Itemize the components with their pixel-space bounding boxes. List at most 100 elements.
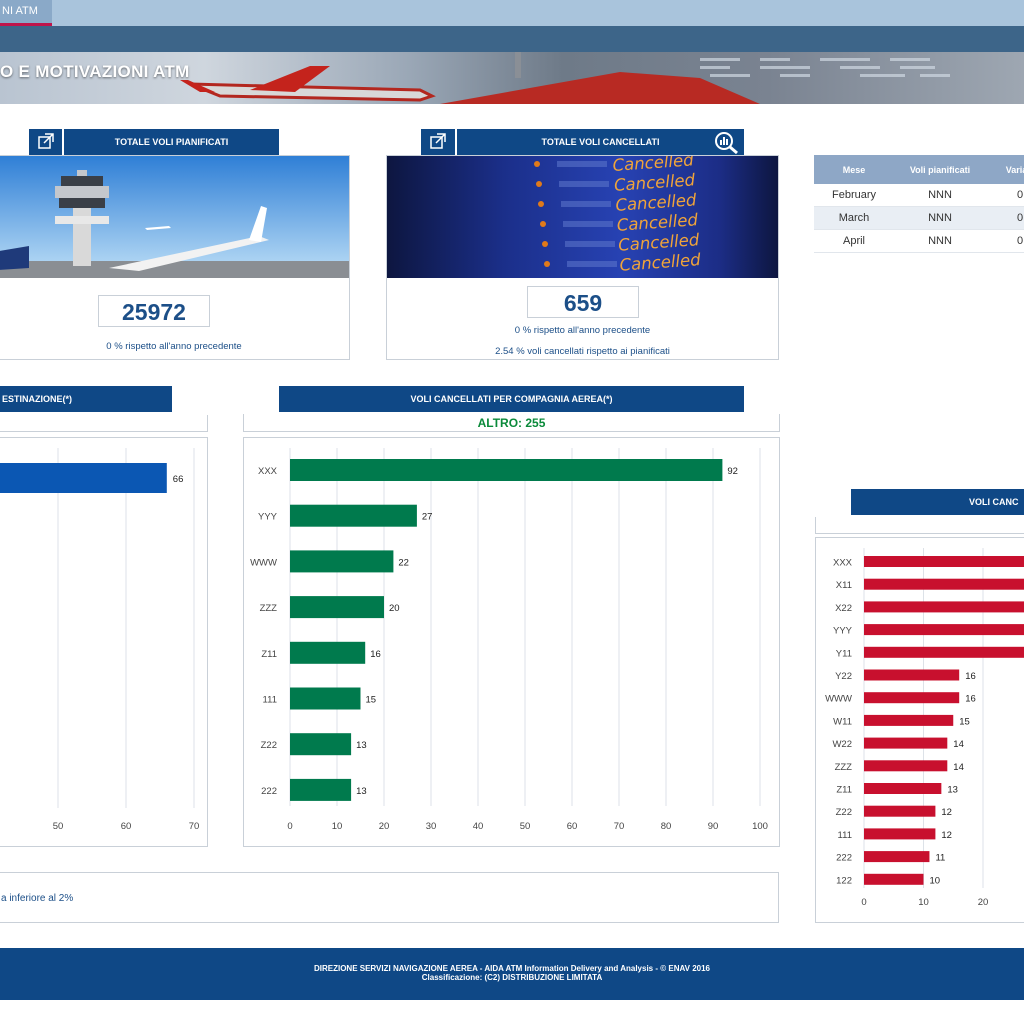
open-cancelled-button[interactable] [421,129,456,155]
altro-label: ALTRO: [477,416,523,430]
departure-board-image: Cancelled Cancelled Cancelled Cancelled … [387,156,778,278]
external-link-icon [430,133,446,149]
bar [290,550,394,573]
y-tick-label: WWW [250,557,277,568]
company-chart-panel: 0 10 20 30 40 50 60 70 80 90 100 XXX 92 YYY 27 WWW 22 ZZZ… [243,437,780,847]
y-tick-label: W22 [832,739,852,750]
bar-value-label: 27 [422,512,433,523]
x-tick-label: 0 [861,897,866,908]
bar-value-label: 11 [935,853,945,864]
planned-note: 0 % rispetto all'anno precedente [106,341,242,352]
y-tick-label: W11 [833,716,852,727]
bar-value-label: 14 [953,739,964,750]
bar [864,556,1024,567]
cell-planned: NNN [894,206,986,230]
bar-value-label: 13 [947,785,958,796]
footer: DIREZIONE SERVIZI NAVIGAZIONE AEREA - AI… [0,948,1024,1000]
bar-value-label: 10 [930,875,941,886]
planned-value: 25972 [98,295,210,327]
bar [864,646,1024,658]
x-tick-label: 70 [614,821,625,832]
footnote-panel: a inferiore al 2% [0,872,779,923]
analytics-search-button[interactable] [709,129,743,155]
cancelled-note-2: 2.54 % voli cancellati rispetto ai piani… [495,346,670,357]
airport-tower-image [0,156,349,278]
bar-value-label: 16 [370,649,381,660]
page-title: O E MOTIVAZIONI ATM [0,62,190,81]
bar [864,669,960,681]
destination-chart-header: ESTINAZIONE(*) [0,386,172,412]
bar [290,641,366,664]
cell-planned: NNN [894,184,986,207]
bar [290,459,723,481]
cell-planned: NNN [894,229,986,253]
right-chart-header: VOLI CANC [851,489,1024,515]
col-header-variation: Variazi [986,155,1024,184]
y-tick-label: Z22 [836,807,852,818]
y-tick-label: Z22 [261,740,277,751]
x-tick-label: 60 [121,821,132,832]
bar [290,504,417,527]
bar [290,596,384,619]
x-tick-label: 30 [426,821,437,832]
y-tick-label: ZZZ [260,603,278,614]
x-tick-label: 90 [708,821,719,832]
months-table: Mese Voli pianificati Variazi February N… [814,155,1024,253]
x-tick-label: 20 [978,897,989,908]
bar [0,463,167,493]
cell-variation: 0 [986,229,1024,253]
bar-value-label: 22 [398,557,409,568]
x-tick-label: 20 [379,821,390,832]
bar [864,828,936,840]
open-planned-button[interactable] [29,129,63,155]
cancelled-header: TOTALE VOLI CANCELLATI [457,129,744,155]
top-tab-bar [0,0,1024,26]
bar [864,737,948,749]
x-tick-label: 50 [53,821,64,832]
footer-line-2: Classificazione: (C2) DISTRIBUZIONE LIMI… [421,973,603,982]
y-tick-label: Y22 [835,671,852,682]
airplane-banner-image [180,52,950,104]
bar-value-label: 12 [941,807,952,818]
bar-value-label: 16 [965,671,976,682]
x-tick-label: 80 [661,821,672,832]
x-tick-label: 40 [473,821,484,832]
tab-atm[interactable]: NI ATM [0,0,52,26]
company-chart-header: VOLI CANCELLATI PER COMPAGNIA AEREA(*) [279,386,744,412]
bar [290,687,361,710]
x-tick-label: 0 [287,821,292,832]
bar-value-label: 66 [173,474,184,485]
col-header-month: Mese [814,155,894,184]
bar [864,805,936,817]
y-tick-label: 222 [836,853,852,864]
cell-variation: 0 [986,206,1024,230]
x-tick-label: 60 [567,821,578,832]
external-link-icon [38,133,54,149]
x-tick-label: 50 [520,821,531,832]
table-row: February NNN 0 [814,184,1024,207]
company-chart: 0 10 20 30 40 50 60 70 80 90 100 XXX 92 YYY 27 WWW 22 ZZZ… [250,448,768,832]
bar-value-label: 15 [959,716,970,727]
bar [864,851,930,863]
y-tick-label: YYY [258,512,278,523]
nav-bar [0,26,1024,52]
hero-banner [0,52,1024,104]
analytics-search-icon [715,132,738,155]
footer-line-1: DIREZIONE SERVIZI NAVIGAZIONE AEREA - AI… [313,964,711,973]
bar-value-label: 12 [941,830,952,841]
bar-value-label: 15 [366,695,377,706]
bar [864,692,960,704]
y-tick-label: XXX [833,558,853,569]
y-tick-label: X22 [835,603,852,614]
y-tick-label: X11 [836,580,852,591]
bar-value-label: 13 [356,740,367,751]
bar [864,601,1024,613]
bar [864,578,1024,590]
footnote-text: a inferiore al 2% [1,893,74,904]
y-tick-label: 122 [836,875,852,886]
planned-panel: 25972 0 % rispetto all'anno precedente [0,155,350,360]
x-tick-label: 10 [918,897,929,908]
right-chart: 0 10 20 XXX X11 X22 YYY Y11 Y22 16 WWW 16 W11 15 W22 14… [825,548,1024,908]
destination-chart-panel: 50 60 70 66 [0,437,208,847]
y-tick-label: Z11 [261,649,277,660]
